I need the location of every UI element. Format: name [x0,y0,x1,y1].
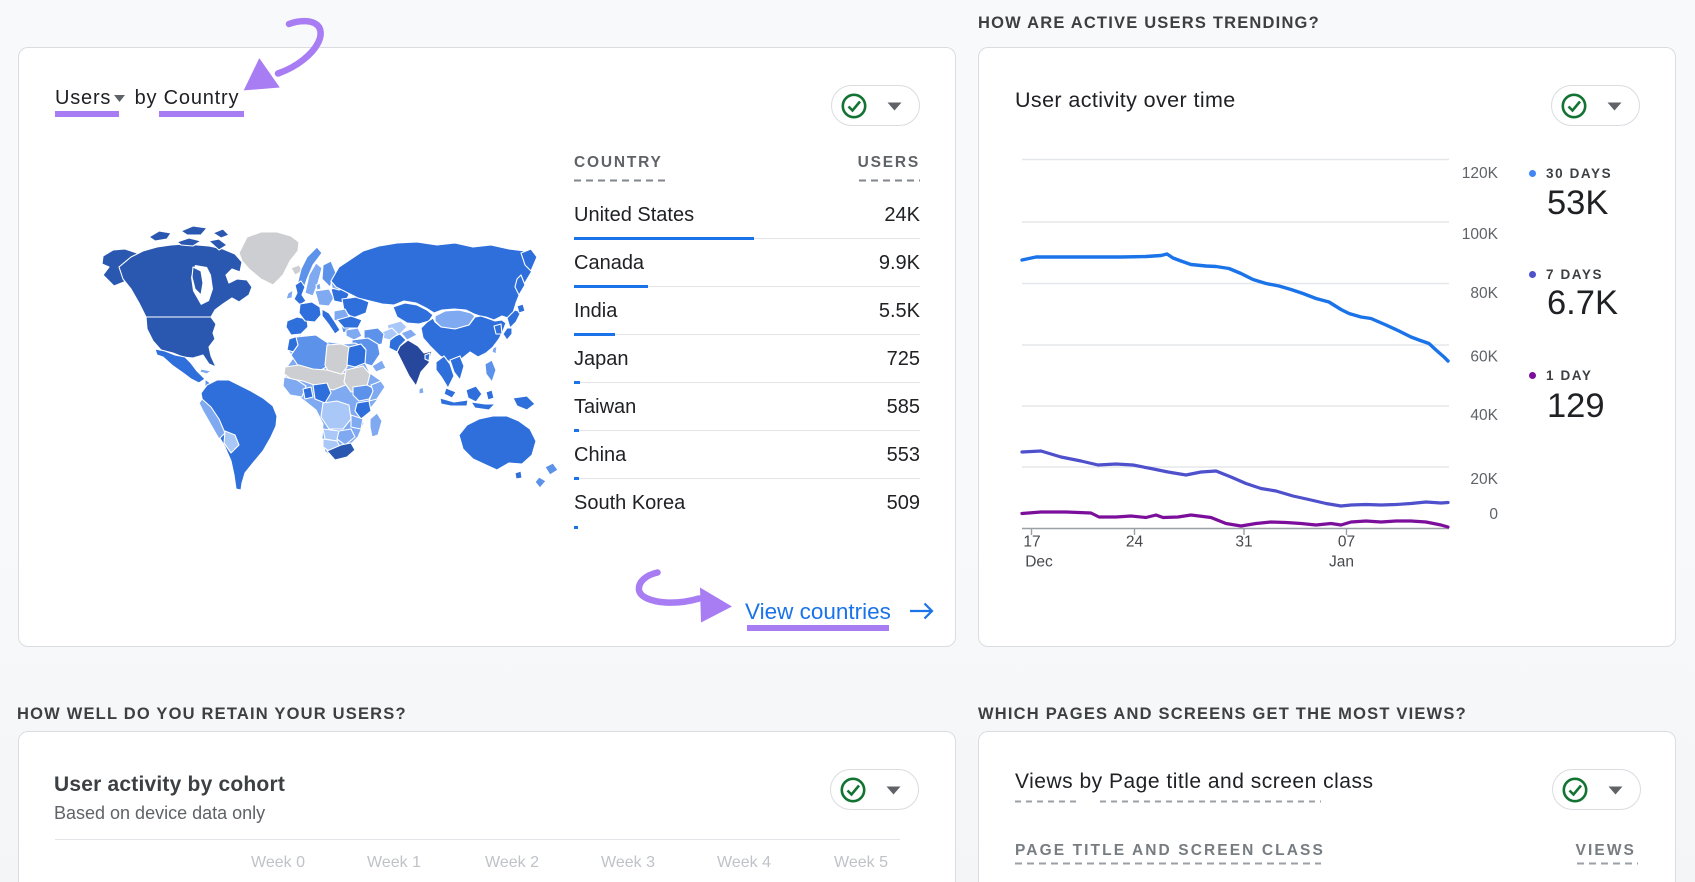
svg-text:24: 24 [1126,534,1144,551]
svg-text:40K: 40K [1470,407,1498,424]
svg-text:31: 31 [1235,534,1252,551]
svg-text:17: 17 [1023,534,1040,551]
svg-text:0: 0 [1489,506,1498,523]
svg-text:Dec: Dec [1025,554,1053,571]
svg-text:60K: 60K [1470,349,1498,366]
svg-text:Jan: Jan [1329,554,1354,571]
svg-text:80K: 80K [1470,285,1498,302]
svg-text:20K: 20K [1470,471,1498,488]
svg-text:100K: 100K [1462,226,1499,243]
svg-text:07: 07 [1338,534,1355,551]
svg-text:120K: 120K [1462,165,1499,182]
